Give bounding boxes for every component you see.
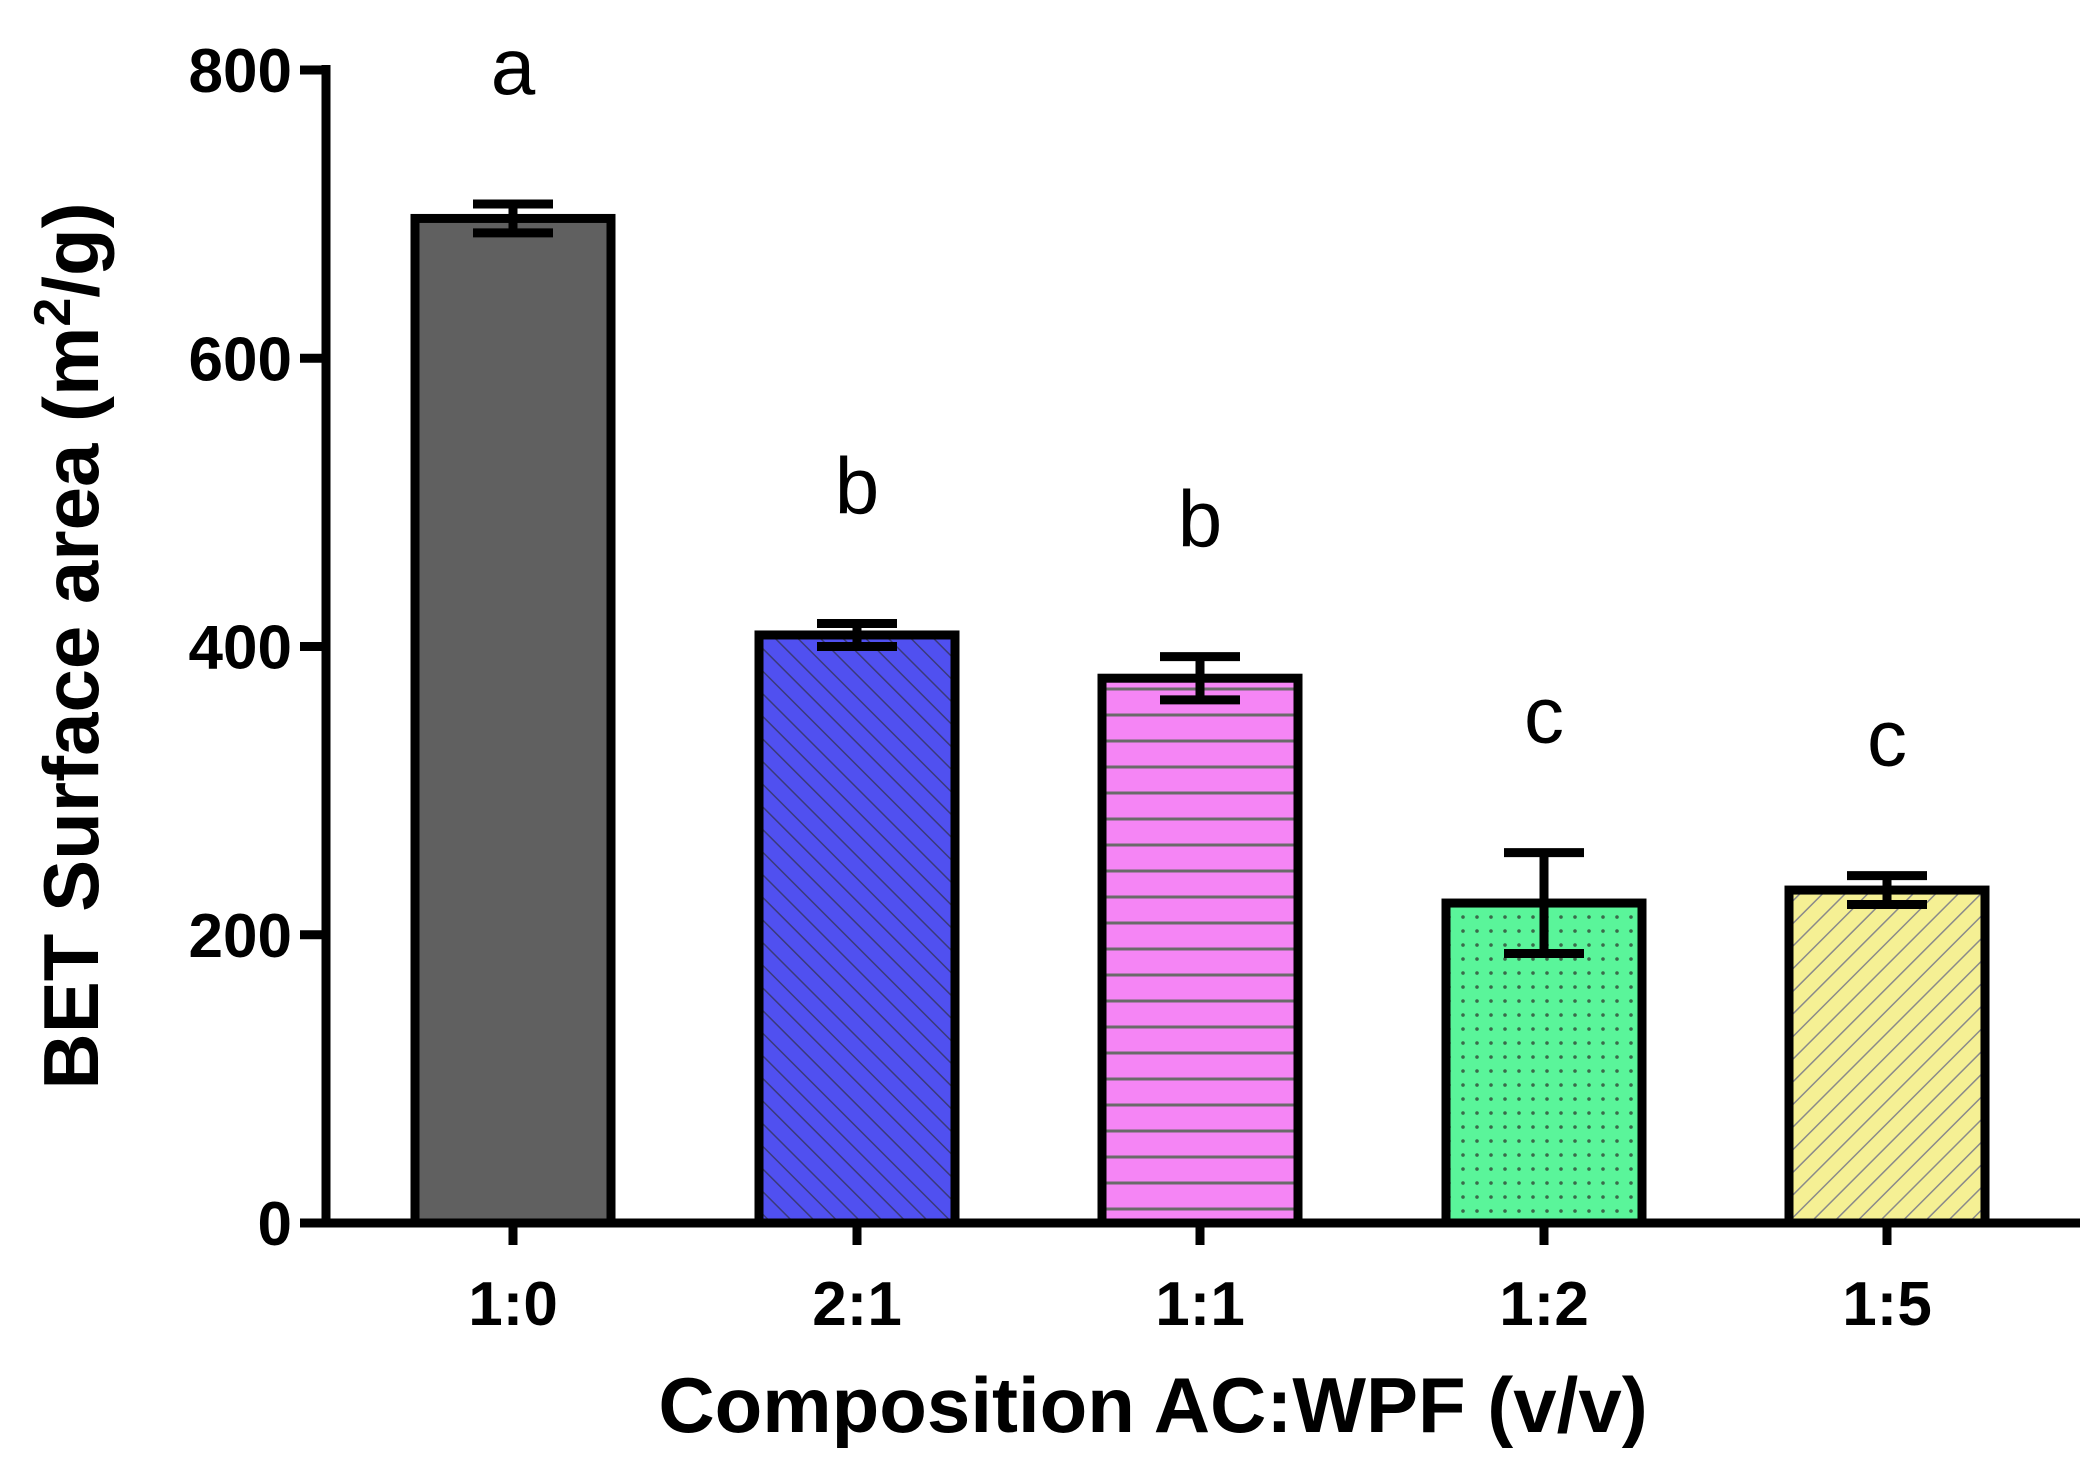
error-bar-1:2 — [1504, 848, 1584, 958]
error-bar-1:5 — [1847, 871, 1927, 909]
x-tick-label: 1:2 — [1499, 1270, 1589, 1339]
bar-2:1 — [754, 630, 960, 1228]
x-tick-label: 1:1 — [1155, 1270, 1245, 1339]
bar-1:0 — [410, 213, 616, 1228]
x-tick-label: 2:1 — [812, 1270, 902, 1339]
significance-label-1:0: a — [491, 22, 536, 111]
y-tick-label: 0 — [258, 1190, 292, 1259]
error-bar-2:1 — [817, 618, 897, 651]
y-ticks: 0 200 400 600 800 — [189, 37, 326, 1259]
y-axis-title-superscript: 2 — [24, 298, 82, 327]
y-axis-title: BET Surface area (m2/g) — [24, 202, 115, 1089]
x-ticks: 1:0 2:1 1:1 1:2 1:5 — [468, 1223, 1932, 1339]
x-tick-label: 1:5 — [1842, 1270, 1932, 1339]
significance-label-1:1: b — [1178, 475, 1223, 564]
y-tick-label: 800 — [189, 37, 292, 106]
x-axis-title: Composition AC:WPF (v/v) — [658, 1361, 1647, 1449]
bar-1:1 — [1097, 673, 1303, 1228]
significance-label-1:2: c — [1524, 671, 1564, 760]
y-axis-title-tail: /g) — [27, 202, 115, 297]
significance-label-1:5: c — [1867, 694, 1907, 783]
bar-1:5 — [1784, 885, 1990, 1228]
error-bar-1:1 — [1160, 652, 1240, 705]
bars-layer — [410, 213, 1990, 1228]
y-tick-label: 200 — [189, 902, 292, 971]
error-bar-1:0 — [473, 199, 553, 238]
y-tick-label: 400 — [189, 614, 292, 683]
significance-label-2:1: b — [835, 441, 880, 530]
y-tick-label: 600 — [189, 325, 292, 394]
error-bars-layer — [473, 199, 1927, 958]
y-axis-title-main: BET Surface area (m — [27, 327, 115, 1090]
x-tick-label: 1:0 — [468, 1270, 558, 1339]
significance-labels-layer: a b b c c — [491, 22, 1907, 783]
